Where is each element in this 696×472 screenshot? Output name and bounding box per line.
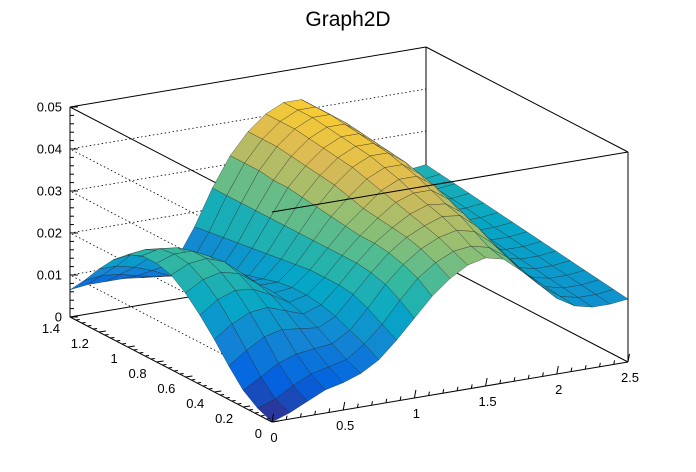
y-minor-tick [173,370,178,372]
x-tick-mark [627,353,630,363]
y-minor-tick [81,322,86,324]
box-edge [271,151,629,213]
z-tick-label: 0.02 [37,226,62,241]
x-minor-tick [385,398,388,403]
y-minor-tick [179,373,184,375]
x-minor-tick [499,379,502,384]
y-minor-tick [225,397,230,399]
x-minor-tick [328,408,331,413]
z-tick-label: 0.01 [37,268,62,283]
x-minor-tick [527,374,530,379]
y-tick-label: 1.2 [71,336,89,351]
y-tick-mark [243,405,251,408]
y-minor-tick [231,400,236,402]
x-tick-mark [485,377,488,387]
x-tick-label: 0.5 [336,418,354,433]
box-edge [69,46,427,108]
y-minor-tick [162,364,167,366]
y-tick-mark [156,360,164,363]
x-minor-tick [570,367,573,372]
x-minor-tick [399,396,402,401]
y-tick-mark [271,420,280,423]
y-tick-label: 1.4 [42,321,60,336]
y-minor-tick [168,367,173,369]
box-edge [425,256,629,363]
surface-cell [595,289,629,305]
y-tick-mark [214,390,222,393]
chart-title: Graph2D [305,8,390,31]
y-minor-tick [208,388,213,390]
x-tick-label: 2.5 [621,370,639,385]
y-tick-mark [69,315,78,318]
z-tick-label: 0.04 [37,142,62,157]
x-minor-tick [613,360,616,365]
x-minor-tick [599,362,601,367]
z-tick-label: 0.03 [37,184,62,199]
y-tick-mark [127,345,135,348]
y-minor-tick [144,355,150,357]
y-minor-tick [254,412,259,414]
x-minor-tick [428,391,430,396]
x-minor-tick [285,415,288,420]
z-tick-label: 0.05 [37,100,62,115]
x-tick-label: 2 [555,382,562,397]
x-minor-tick [356,403,359,408]
y-minor-tick [116,340,121,342]
x-tick-label: 1.5 [479,394,497,409]
x-tick-mark [556,365,559,375]
y-tick-label: 0.6 [157,381,175,396]
x-tick-label: 0 [270,430,277,445]
x-minor-tick [371,401,373,406]
box-edge [425,46,629,153]
y-minor-tick [93,328,98,330]
y-minor-tick [104,334,109,336]
y-minor-tick [219,394,225,396]
x-tick-label: 1 [413,406,420,421]
y-minor-tick [266,418,271,420]
x-minor-tick [456,386,459,391]
y-tick-label: 0.2 [215,411,233,426]
y-minor-tick [150,358,155,360]
x-minor-tick [513,377,516,382]
x-minor-tick [470,384,473,389]
y-tick-mark [98,330,106,333]
y-tick-mark [185,375,193,378]
y-minor-tick [196,382,202,384]
grid-line [69,88,427,150]
x-minor-tick [542,372,544,377]
y-minor-tick [139,352,144,354]
box-edge [69,316,273,423]
y-minor-tick [260,415,265,417]
box-edge [271,361,629,423]
y-minor-tick [75,319,80,321]
y-tick-label: 0 [255,426,262,441]
y-minor-tick [248,409,253,411]
x-tick-mark [271,413,274,423]
x-tick-mark [342,401,346,411]
y-minor-tick [133,349,138,351]
y-tick-label: 0.4 [186,396,204,411]
y-minor-tick [121,343,127,345]
x-minor-tick [442,389,445,394]
z-tick-label: 0 [55,310,62,325]
y-minor-tick [110,337,115,339]
x-minor-tick [314,410,317,415]
y-minor-tick [237,403,242,405]
y-minor-tick [202,385,207,387]
y-minor-tick [191,379,196,381]
y-tick-label: 1 [110,351,117,366]
y-minor-tick [87,325,92,327]
x-tick-mark [413,389,417,399]
y-tick-label: 0.8 [128,366,146,381]
x-minor-tick [299,413,302,418]
x-minor-tick [584,365,587,370]
